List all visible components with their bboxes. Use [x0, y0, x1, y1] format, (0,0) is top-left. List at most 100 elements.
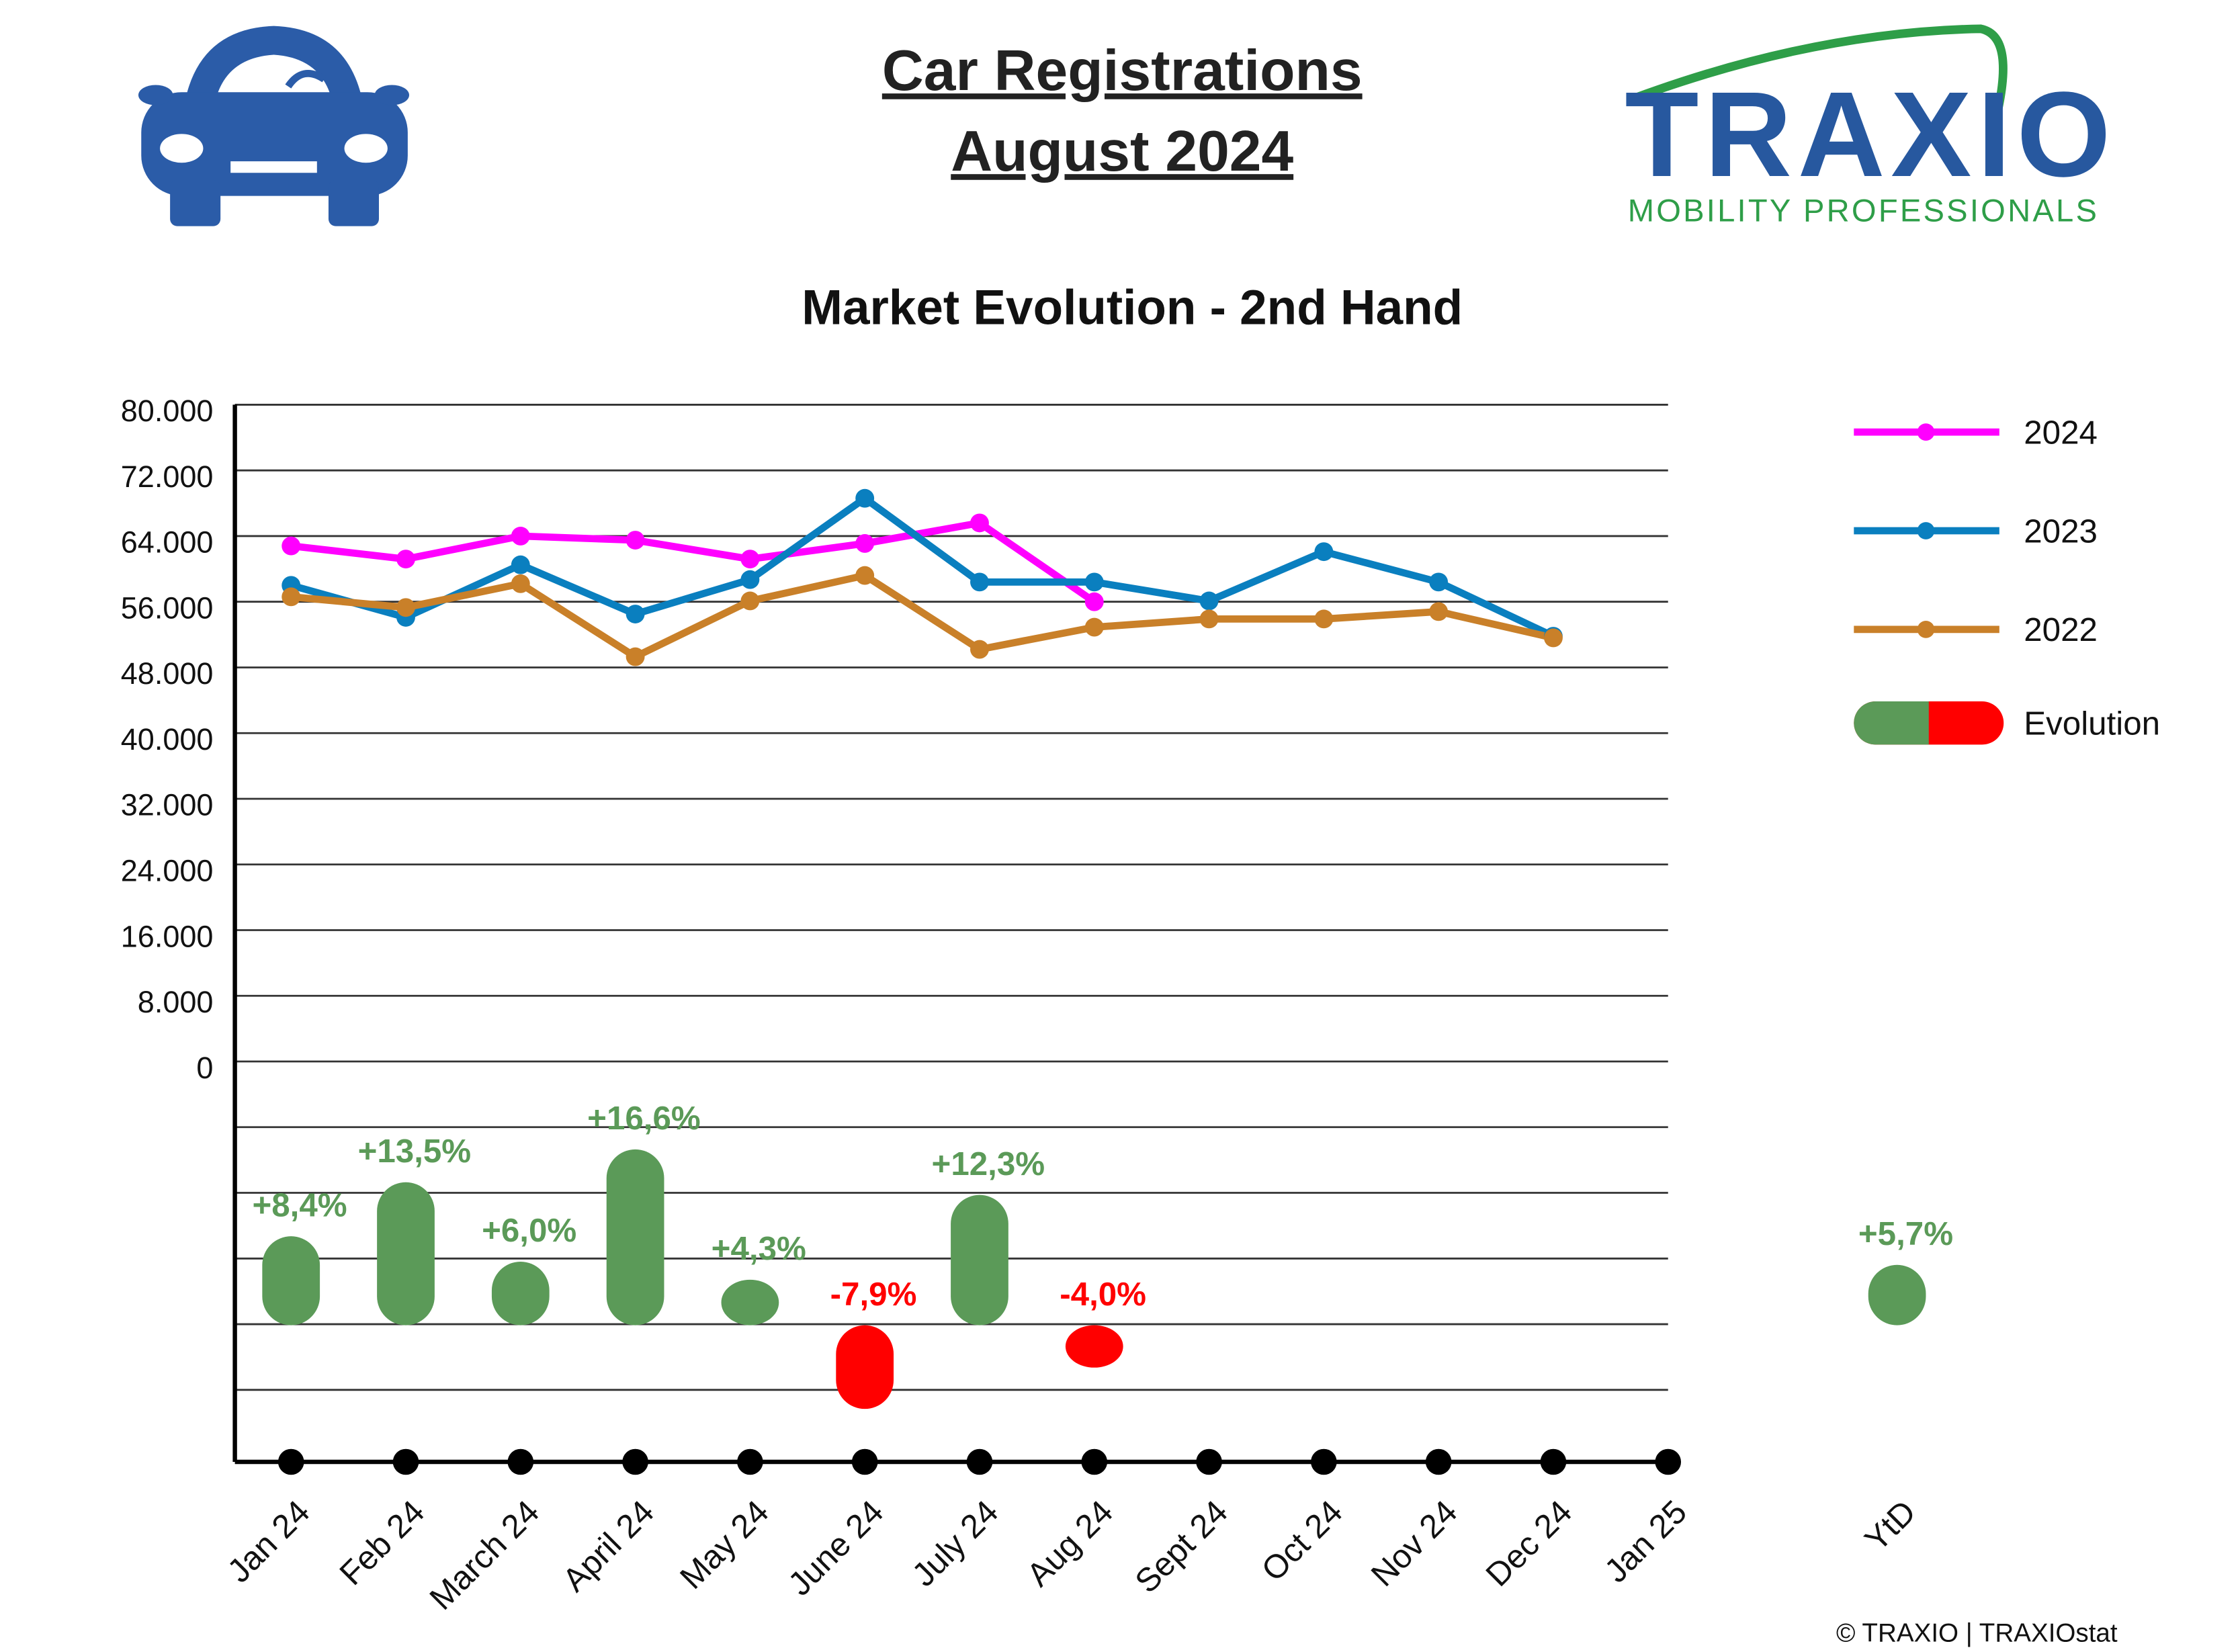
evolution-bar	[491, 1262, 550, 1325]
legend-dot	[1917, 621, 1935, 638]
x-tick-label: Dec 24	[1479, 1493, 1579, 1594]
legend-label: 2024	[2024, 414, 2098, 451]
series-point	[970, 572, 989, 592]
series-point	[855, 534, 875, 553]
series-line	[290, 519, 1096, 605]
legend-label: 2023	[2024, 513, 2098, 550]
y-tick-label: 0	[196, 1051, 213, 1085]
logo: TRAXIO MOBILITY PROFESSIONALS	[1625, 24, 2116, 228]
evolution-bar	[951, 1194, 1008, 1325]
evolution-bar	[721, 1279, 779, 1325]
evolution-bar	[836, 1325, 894, 1409]
legend-dot	[1917, 423, 1935, 441]
x-tick-label: Oct 24	[1254, 1493, 1350, 1589]
series-point	[1084, 592, 1104, 611]
x-tick-label: Feb 24	[333, 1493, 431, 1592]
x-tick-dot	[1311, 1448, 1337, 1475]
evolution-label: +12,3%	[932, 1145, 1045, 1182]
x-tick-dot	[277, 1448, 304, 1475]
x-tick-dot	[1425, 1448, 1452, 1475]
series-point	[1429, 602, 1449, 621]
series-point	[626, 531, 645, 550]
series-point	[1199, 591, 1219, 611]
y-tick-label: 40.000	[121, 722, 214, 756]
series-point	[1199, 609, 1219, 629]
subtitle: August 2024	[951, 119, 1293, 183]
x-tick-dot	[1081, 1448, 1108, 1475]
x-tick-label: YtD	[1858, 1493, 1923, 1559]
logo-name: TRAXIO	[1625, 67, 2116, 202]
x-tick-dot	[1655, 1448, 1682, 1475]
series-point	[626, 647, 645, 666]
evolution-label: +5,7%	[1858, 1215, 1953, 1252]
evolution-bar	[1065, 1325, 1123, 1368]
series-point	[1314, 542, 1334, 562]
y-tick-label: 56.000	[121, 591, 214, 625]
series-point	[1314, 609, 1334, 629]
series-point	[1084, 572, 1104, 592]
evolution-label: +13,5%	[358, 1133, 472, 1170]
x-tick-dot	[1540, 1448, 1567, 1475]
legend-label: Evolution	[2024, 705, 2160, 742]
x-tick-label: June 24	[781, 1493, 891, 1603]
series-point	[396, 598, 415, 617]
x-tick-dot	[851, 1448, 878, 1475]
evolution-label: +4,3%	[712, 1230, 806, 1267]
x-tick-label: May 24	[673, 1493, 776, 1596]
car-icon	[138, 26, 410, 226]
series-point	[855, 488, 875, 508]
title: Car Registrations	[882, 38, 1363, 103]
y-tick-label: 24.000	[121, 853, 214, 887]
series-point	[740, 591, 760, 611]
series-point	[626, 605, 645, 623]
evolution-bar	[1868, 1264, 1926, 1325]
x-tick-dot	[507, 1448, 534, 1475]
y-tick-label: 72.000	[121, 460, 214, 494]
x-tick-dot	[737, 1448, 763, 1475]
x-tick-label: Sept 24	[1128, 1493, 1235, 1600]
series-line	[290, 494, 1555, 640]
x-tick-label: July 24	[905, 1493, 1005, 1594]
series-point	[1429, 572, 1449, 592]
series-point	[855, 566, 875, 585]
y-tick-label: 80.000	[121, 394, 214, 428]
footer: © TRAXIO | TRAXIOstat	[1836, 1618, 2118, 1647]
series-point	[511, 555, 530, 574]
y-tick-label: 64.000	[121, 525, 214, 560]
series-point	[511, 527, 530, 546]
logo-tagline: MOBILITY PROFESSIONALS	[1628, 193, 2099, 228]
evolution-label: +8,4%	[252, 1186, 347, 1223]
x-tick-label: Aug 24	[1020, 1493, 1120, 1594]
evolution-bar	[262, 1236, 320, 1325]
y-tick-label: 48.000	[121, 656, 214, 691]
series-point	[970, 640, 989, 659]
series-point	[282, 536, 301, 556]
evolution-label: +6,0%	[482, 1212, 576, 1249]
series-point	[1544, 628, 1563, 648]
series-point	[1084, 617, 1104, 637]
legend-label: 2022	[2024, 611, 2098, 648]
y-tick-label: 8.000	[138, 985, 214, 1019]
x-tick-label: March 24	[423, 1493, 546, 1617]
evolution-bar	[377, 1182, 435, 1325]
x-tick-label: Nov 24	[1364, 1493, 1464, 1594]
series-point	[740, 550, 760, 569]
evolution-label: +16,6%	[587, 1100, 701, 1137]
legend-dot	[1917, 522, 1935, 539]
evolution-label: -4,0%	[1060, 1276, 1146, 1313]
evolution-label: -7,9%	[830, 1276, 917, 1313]
y-tick-label: 32.000	[121, 788, 214, 822]
x-tick-label: April 24	[556, 1493, 661, 1599]
y-tick-label: 16.000	[121, 919, 214, 953]
legend-swatch	[1854, 701, 1929, 745]
x-tick-dot	[392, 1448, 419, 1475]
series-point	[282, 587, 301, 607]
x-tick-label: Jan 24	[220, 1493, 317, 1590]
chart-title: Market Evolution - 2nd Hand	[802, 280, 1463, 335]
x-tick-label: Jan 25	[1598, 1493, 1694, 1590]
evolution-bar	[606, 1149, 664, 1325]
series-line	[290, 572, 1555, 660]
series-point	[970, 513, 989, 533]
